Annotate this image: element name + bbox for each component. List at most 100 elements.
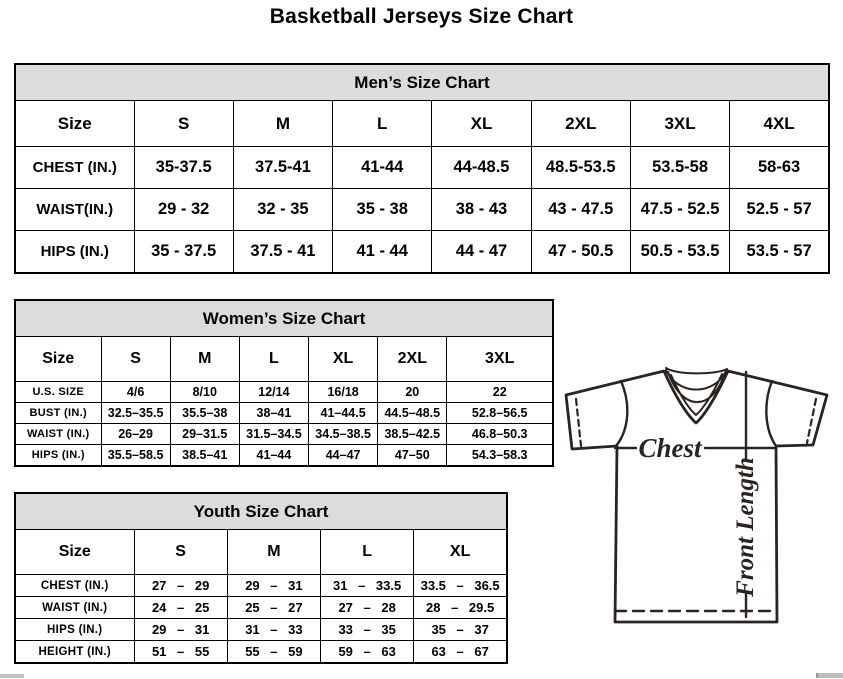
- size-cell: 35 - 37.5: [133, 230, 234, 274]
- column-header: XL: [431, 100, 532, 147]
- collar-trim: [665, 367, 728, 416]
- size-cell: 27 – 29: [133, 574, 228, 597]
- size-cell: 31 – 33: [226, 618, 322, 641]
- size-cell: 22: [446, 381, 554, 403]
- size-cell: 33 – 35: [319, 618, 415, 641]
- column-header: 2XL: [377, 336, 448, 382]
- size-cell: 16/18: [308, 381, 379, 403]
- size-cell: 35-37.5: [133, 146, 234, 189]
- size-cell: 35 - 38: [332, 188, 433, 231]
- size-cell: 43 - 47.5: [530, 188, 631, 231]
- chest-label: Chest: [638, 433, 703, 463]
- table-row: BUST (IN.) 32.5–35.5 35.5–38 38–41 41–44.5 44…: [14, 402, 554, 424]
- column-header-row: Size S M L XL 2XL 3XL 4XL: [14, 100, 830, 147]
- column-header: L: [319, 529, 415, 575]
- size-cell: 47.5 - 52.5: [629, 188, 731, 231]
- row-label: CHEST (IN.): [14, 146, 135, 189]
- size-cell: 26–29: [100, 423, 171, 445]
- row-label: WAIST (IN.): [14, 596, 135, 619]
- mens-size-chart-table: Men’s Size Chart Size S M L XL 2XL 3XL 4XL CHEST …: [14, 63, 830, 274]
- size-cell: 29 - 32: [133, 188, 234, 231]
- size-cell: 27 – 28: [319, 596, 415, 619]
- row-label: HIPS (IN.): [14, 230, 135, 274]
- table-row: HEIGHT (IN.) 51 – 55 55 – 59 59 – 63 63 – 67: [14, 640, 508, 664]
- column-header: 3XL: [629, 100, 731, 147]
- column-header: XL: [413, 529, 508, 575]
- size-cell: 29 – 31: [133, 618, 228, 641]
- sleeve-seam-right: [765, 379, 778, 448]
- column-header: S: [133, 100, 234, 147]
- sleeve-seam-left: [614, 379, 629, 448]
- row-label: WAIST(IN.): [14, 188, 135, 231]
- size-cell: 12/14: [238, 381, 310, 403]
- womens-size-chart-table: Women’s Size Chart Size S M L XL 2XL 3XL U.S. SI…: [14, 299, 554, 467]
- column-header: L: [332, 100, 433, 147]
- row-label: BUST (IN.): [14, 402, 102, 424]
- table-row: HIPS (IN.) 29 – 31 31 – 33 33 – 35 35 – 37: [14, 618, 508, 641]
- row-label: HIPS (IN.): [14, 444, 102, 467]
- size-cell: 24 – 25: [133, 596, 228, 619]
- horizontal-scrollbar-fragment-right[interactable]: [816, 673, 843, 678]
- page-title: Basketball Jerseys Size Chart: [269, 5, 574, 28]
- row-label: HEIGHT (IN.): [14, 640, 135, 664]
- size-cell: 38.5–42.5: [377, 423, 448, 445]
- size-cell: 47–50: [377, 444, 448, 467]
- table-title: Men’s Size Chart: [14, 63, 830, 101]
- table-row: HIPS (IN.) 35.5–58.5 38.5–41 41–44 44–47 47–5…: [14, 444, 554, 467]
- size-cell: 63 – 67: [413, 640, 508, 664]
- size-cell: 33.5 – 36.5: [413, 574, 508, 597]
- column-header: Size: [14, 529, 135, 575]
- column-header: M: [226, 529, 322, 575]
- size-cell: 8/10: [169, 381, 240, 403]
- size-cell: 35.5–58.5: [100, 444, 171, 467]
- size-cell: 25 – 27: [226, 596, 322, 619]
- size-cell: 32 - 35: [232, 188, 334, 231]
- table-row: WAIST (IN.) 24 – 25 25 – 27 27 – 28 28 – 29.…: [14, 596, 508, 619]
- size-cell: 31 – 33.5: [319, 574, 415, 597]
- row-label: WAIST (IN.): [14, 423, 102, 445]
- size-cell: 41–44.5: [308, 402, 379, 424]
- table-row: WAIST (IN.) 26–29 29–31.5 31.5–34.5 34.5–38.…: [14, 423, 554, 445]
- column-header: 4XL: [729, 100, 830, 147]
- column-header-row: Size S M L XL: [14, 529, 508, 575]
- column-header-row: Size S M L XL 2XL 3XL: [14, 336, 554, 382]
- table-header-row: Youth Size Chart: [14, 492, 508, 530]
- size-cell: 29 – 31: [226, 574, 322, 597]
- size-cell: 38.5–41: [169, 444, 240, 467]
- front-length-label: Front Length: [732, 457, 759, 598]
- column-header: 3XL: [446, 336, 554, 382]
- size-cell: 52.8–56.5: [446, 402, 554, 424]
- size-cell: 54.3–58.3: [446, 444, 554, 467]
- table-row: HIPS (IN.) 35 - 37.5 37.5 - 41 41 - 44 44 - …: [14, 230, 830, 274]
- size-cell: 41 - 44: [332, 230, 433, 274]
- size-cell: 37.5 - 41: [232, 230, 334, 274]
- table-row: CHEST (IN.) 35-37.5 37.5-41 41-44 44-48.5 48.…: [14, 146, 830, 189]
- table-header-row: Men’s Size Chart: [14, 63, 830, 101]
- table-row: CHEST (IN.) 27 – 29 29 – 31 31 – 33.5 33.5 –…: [14, 574, 508, 597]
- size-cell: 38–41: [238, 402, 310, 424]
- size-cell: 31.5–34.5: [238, 423, 310, 445]
- size-cell: 32.5–35.5: [100, 402, 171, 424]
- cuff-dashed-line-left: [574, 397, 583, 448]
- size-cell: 53.5-58: [629, 146, 731, 189]
- size-cell: 52.5 - 57: [729, 188, 830, 231]
- size-cell: 58-63: [729, 146, 830, 189]
- size-cell: 59 – 63: [319, 640, 415, 664]
- row-label: CHEST (IN.): [14, 574, 135, 597]
- horizontal-scrollbar-fragment-left[interactable]: [0, 674, 24, 678]
- column-header: 2XL: [530, 100, 631, 147]
- column-header: M: [169, 336, 240, 382]
- jersey-outline: [564, 369, 829, 624]
- size-cell: 55 – 59: [226, 640, 322, 664]
- size-cell: 47 - 50.5: [530, 230, 631, 274]
- column-header: M: [232, 100, 334, 147]
- youth-size-chart-table: Youth Size Chart Size S M L XL CHEST (IN.) 27 –…: [14, 492, 508, 664]
- column-header: XL: [308, 336, 379, 382]
- size-cell: 48.5-53.5: [530, 146, 631, 189]
- column-header: Size: [14, 336, 102, 382]
- size-cell: 41–44: [238, 444, 310, 467]
- size-cell: 44-48.5: [431, 146, 532, 189]
- size-cell: 20: [377, 381, 448, 403]
- size-cell: 35 – 37: [413, 618, 508, 641]
- column-header: S: [133, 529, 228, 575]
